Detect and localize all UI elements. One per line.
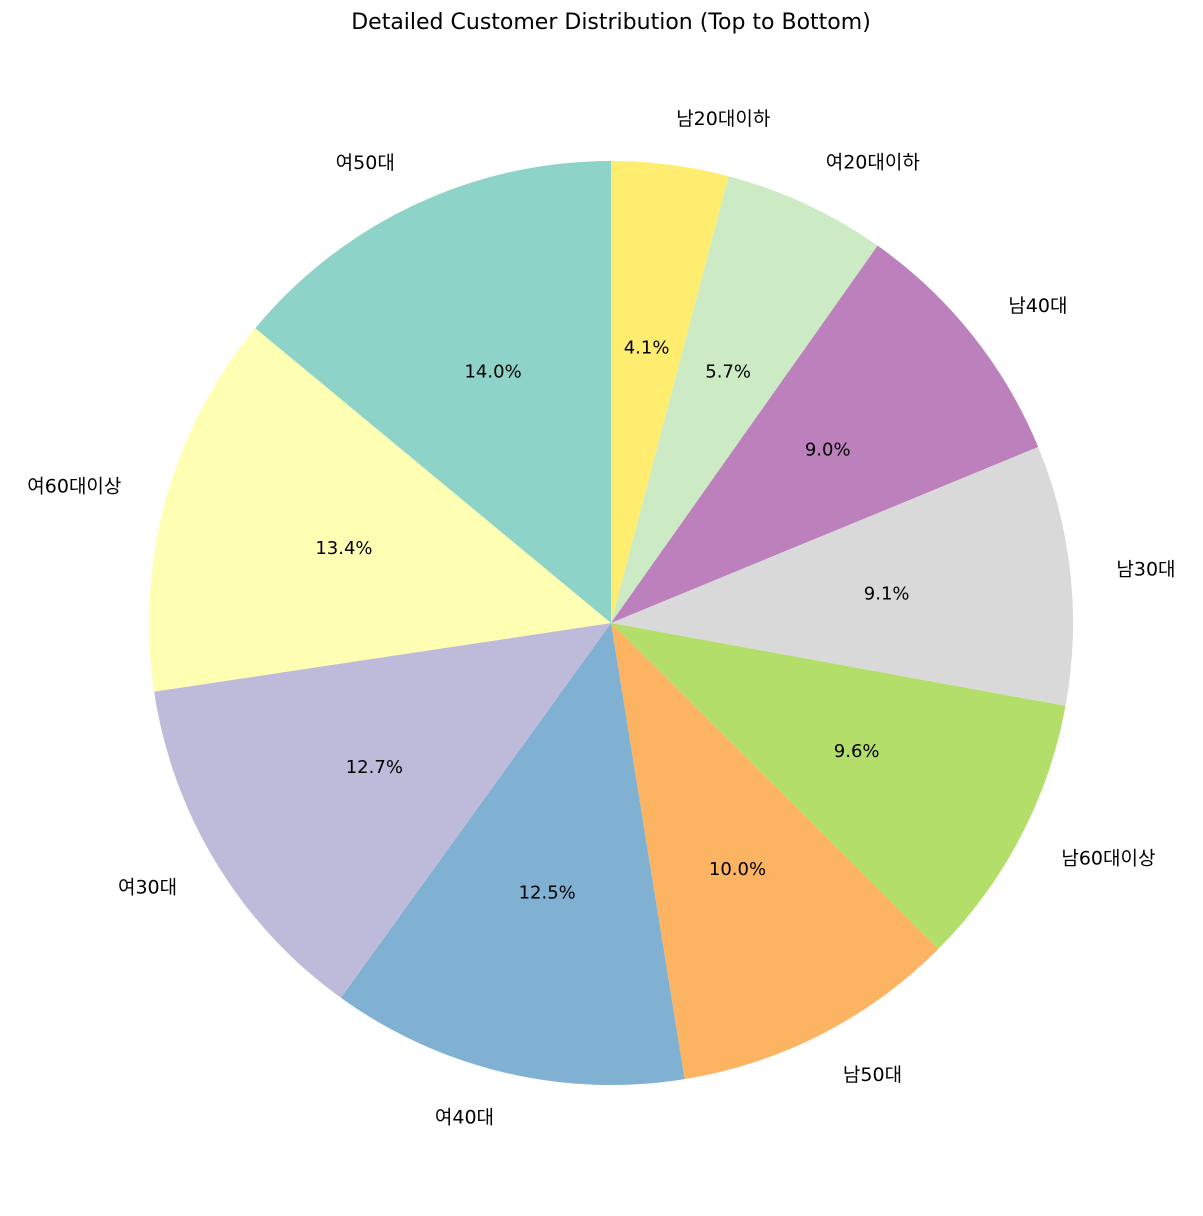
slice-category-label: 여50대 xyxy=(336,152,395,174)
slice-category-label: 여20대이하 xyxy=(826,151,920,173)
pie-slice xyxy=(154,623,611,998)
pie-slice xyxy=(340,623,685,1085)
slice-category-label: 남60대이상 xyxy=(1061,847,1155,869)
slice-category-label: 여60대이상 xyxy=(27,476,121,498)
slice-percent-label: 9.6% xyxy=(834,741,880,762)
pie-slice xyxy=(611,176,878,624)
pie-slice xyxy=(611,245,1039,623)
slice-percent-label: 4.1% xyxy=(624,338,670,359)
slice-category-label: 남50대 xyxy=(843,1064,902,1086)
pie-slice xyxy=(149,328,611,692)
slice-percent-label: 13.4% xyxy=(315,538,372,559)
slice-percent-label: 9.0% xyxy=(805,440,851,461)
pie-slice xyxy=(611,447,1073,706)
slice-percent-label: 5.7% xyxy=(705,361,751,382)
slice-category-label: 여30대 xyxy=(118,877,177,899)
pie-slice xyxy=(255,161,612,623)
slice-category-label: 여40대 xyxy=(435,1107,494,1129)
slice-percent-label: 12.7% xyxy=(346,757,403,778)
slice-category-label: 남40대 xyxy=(1008,295,1067,317)
slice-percent-label: 10.0% xyxy=(709,859,766,880)
pie-labels: 4.1% 남20대이하 5.7% 여20대이하 9.0% 남40대 9.1% 남30대 9.6%… xyxy=(27,108,1175,1129)
slice-category-label: 남20대이하 xyxy=(676,108,770,130)
pie-slice xyxy=(611,161,729,623)
slice-percent-label: 12.5% xyxy=(519,882,576,903)
slice-category-label: 남30대 xyxy=(1116,559,1175,581)
pie-slices xyxy=(149,161,1073,1085)
slice-percent-label: 14.0% xyxy=(464,362,521,383)
pie-slice xyxy=(611,623,939,1080)
slice-percent-label: 9.1% xyxy=(864,583,910,604)
chart-title: Detailed Customer Distribution (Top to B… xyxy=(351,10,871,35)
pie-slice xyxy=(611,623,1066,949)
